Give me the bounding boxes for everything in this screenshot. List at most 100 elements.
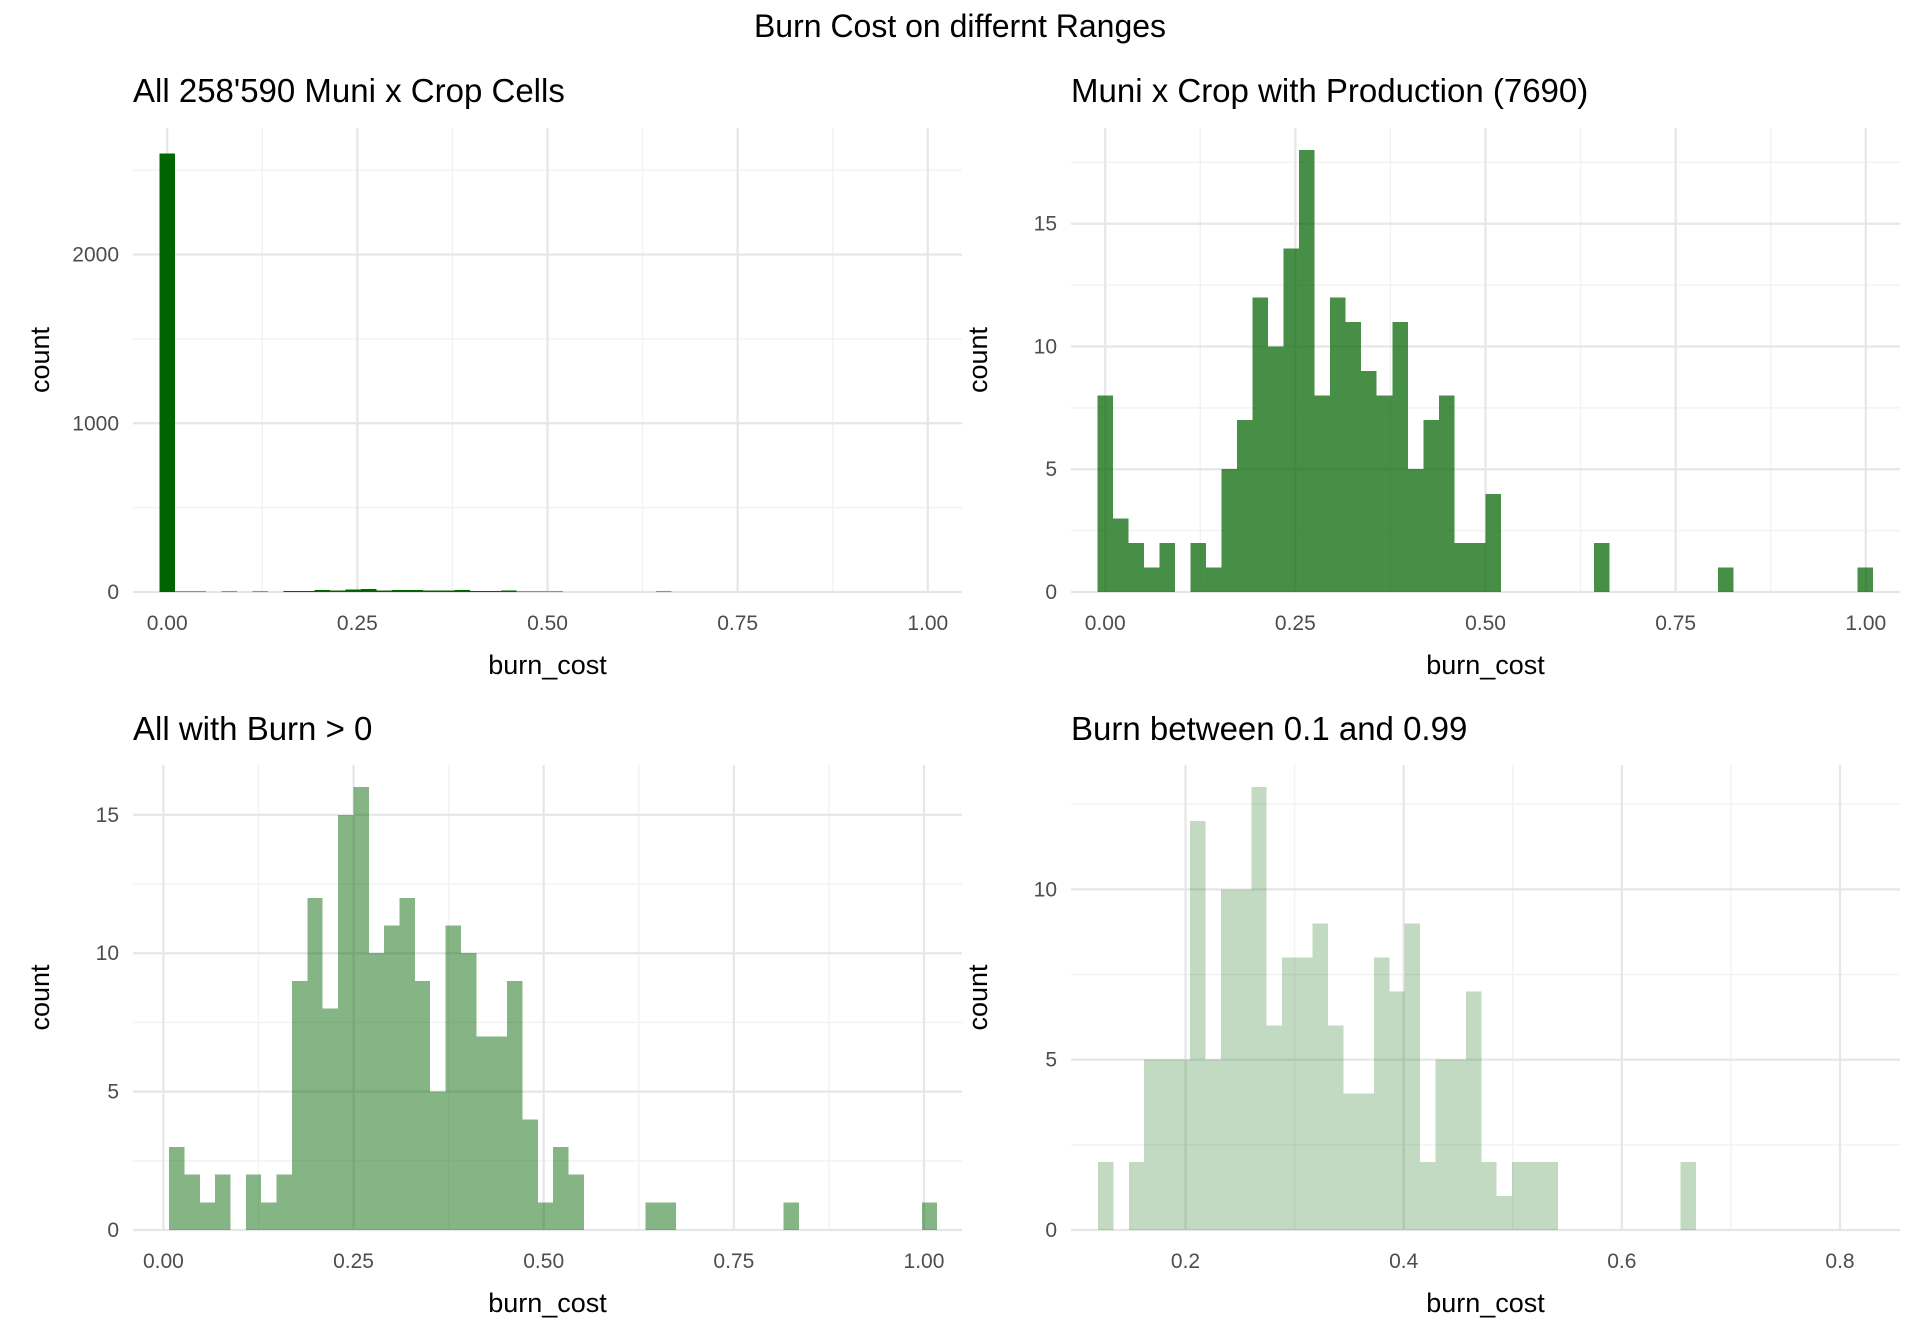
histogram-bars [1097,150,1874,592]
histogram-bar [261,1202,277,1230]
y-tick-label: 10 [1034,335,1057,358]
x-tick-label: 0.2 [1171,1250,1200,1273]
histogram-bar [1345,321,1362,592]
histogram-bar [1389,991,1405,1230]
histogram-bar [1423,420,1439,592]
histogram-bar [276,1174,292,1230]
histogram-bar [414,980,431,1230]
histogram-bar [1221,469,1238,592]
histogram-bar [392,589,408,592]
histogram-bar [476,1036,492,1230]
chart-panel-3: 0.00 0.25 0.50 0.75 1.00 0 5 10 15 burn_cost count… [25,710,962,1318]
histogram-bar [500,590,517,592]
y-tick-label: 1000 [72,412,119,435]
histogram-bars [1098,787,1696,1230]
histogram-bar [1236,889,1252,1230]
x-tick-label: 0.50 [1465,612,1506,635]
histogram-bar [291,980,308,1230]
y-tick-label: 0 [1045,581,1057,604]
histogram-bar [1465,991,1482,1230]
x-tick-label: 0.75 [713,1250,754,1273]
histogram-bar [376,590,393,592]
histogram-bar [1469,542,1486,592]
x-axis-title: burn_cost [488,650,607,680]
histogram-bar [1593,542,1610,592]
x-tick-label: 0.75 [717,612,758,635]
histogram-bar [460,953,477,1230]
histogram-bar [407,590,424,592]
histogram-bar [1220,889,1237,1230]
histogram-bar [1283,248,1300,592]
histogram-bar [1450,1059,1466,1230]
histogram-bar [1268,346,1284,592]
histogram-bar [1481,1161,1497,1230]
histogram-bar [1266,1025,1283,1230]
y-tick-label: 0 [1045,1219,1057,1242]
x-tick-label: 1.00 [1845,612,1886,635]
x-tick-label: 0.25 [333,1250,374,1273]
histogram-bars [159,153,936,593]
histogram-bar [159,153,175,593]
histogram-bar [507,980,523,1230]
histogram-bar [1097,395,1113,592]
histogram-bar [314,589,331,592]
histogram-bar [1112,518,1129,592]
histogram-bar [1419,1161,1436,1230]
y-axis-title: count [963,964,993,1031]
histogram-bar [1392,321,1408,592]
y-axis-title: count [963,326,993,393]
x-tick-label: 0.00 [143,1250,184,1273]
panel-title: Burn between 0.1 and 0.99 [1071,710,1467,747]
histogram-bar [368,953,385,1230]
histogram-bar [1511,1161,1528,1230]
histogram-bar [245,1174,262,1230]
histogram-bar [215,1174,231,1230]
histogram-bar [783,1202,799,1230]
histogram-bar [1404,923,1420,1230]
histogram-bar [522,1119,538,1230]
x-axis-title: burn_cost [488,1288,607,1318]
x-tick-label: 0.00 [147,612,188,635]
x-axis-title: burn_cost [1426,650,1545,680]
histogram-bar [307,897,323,1230]
histogram-bar [491,1036,508,1230]
y-tick-label: 10 [96,942,119,965]
histogram-bar [1328,1025,1344,1230]
histogram-bar [330,590,346,592]
x-axis-title: burn_cost [1426,1288,1545,1318]
panel-title: Muni x Crop with Production (7690) [1071,72,1588,109]
x-tick-label: 1.00 [904,1250,945,1273]
histogram-bar [445,925,461,1230]
histogram-bar [199,1202,216,1230]
histogram-bar [1376,395,1393,592]
histogram-bar [1174,1059,1191,1230]
histogram-bar [645,1202,661,1230]
y-tick-label: 2000 [72,244,119,267]
x-tick-label: 0.50 [523,1250,564,1273]
panel-title: All 258'590 Muni x Crop Cells [133,72,565,109]
histogram-bar [1361,371,1377,592]
histogram-bar [1542,1161,1558,1230]
histogram-bar [1454,542,1470,592]
histogram-bar [438,590,455,592]
histogram-bar [1205,1059,1221,1230]
histogram-bar [353,787,369,1230]
histogram-bar [1237,420,1253,592]
x-tick-label: 0.00 [1085,612,1126,635]
y-tick-label: 5 [1045,1049,1057,1072]
histogram-bar [1144,567,1160,592]
x-tick-label: 0.4 [1389,1250,1419,1273]
x-tick-label: 0.6 [1607,1250,1636,1273]
y-tick-label: 5 [1045,458,1057,481]
histogram-bar [547,591,563,592]
chart-panel-4: 0.2 0.4 0.6 0.8 0 5 10 burn_cost count Burn betwe… [963,710,1900,1318]
chart-panel-2: 0.00 0.25 0.50 0.75 1.00 0 5 10 15 burn_cost count… [963,72,1900,680]
histogram-bar [1438,395,1455,592]
histogram-bar [1297,957,1313,1230]
histogram-bar [1330,297,1346,592]
y-tick-label: 15 [96,804,119,827]
histogram-bar [1435,1059,1451,1230]
histogram-bar [454,590,470,592]
histogram-bar [1190,821,1206,1230]
